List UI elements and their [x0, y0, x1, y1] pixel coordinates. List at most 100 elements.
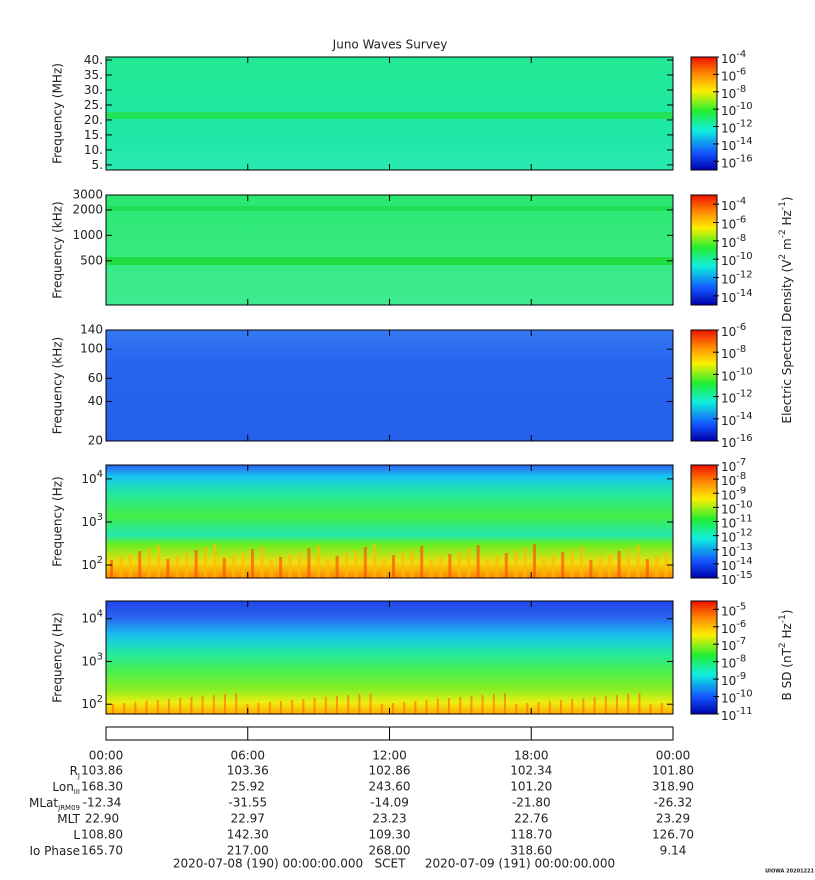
streak: [504, 693, 506, 714]
ephemeris-label-base: R: [70, 764, 78, 778]
y-tick-label-base: 5.: [92, 157, 103, 171]
colorbar-tick-label: 10-4: [721, 49, 746, 66]
ephemeris-label-sub: JRM09: [57, 804, 80, 812]
colorbar-tick-label-base: 10: [721, 558, 736, 572]
colorbar-tick-label-exponent: -9: [736, 485, 746, 496]
streak: [410, 549, 414, 578]
streak: [123, 703, 126, 714]
colorbar-tick-label-exponent: -12: [736, 528, 752, 539]
colorbar-tick-label-base: 10: [721, 86, 736, 100]
streak: [481, 695, 484, 714]
streak: [571, 699, 574, 714]
streak: [660, 703, 663, 714]
colorbar-tick-label-base: 10: [721, 369, 736, 383]
ephemeris-label-base: Io Phase: [29, 844, 80, 858]
colorbar-tick-label-exponent: -14: [736, 136, 752, 147]
streak: [560, 700, 562, 714]
start-time: 2020-07-08 (190) 00:00:00.000: [173, 857, 363, 871]
streak: [655, 556, 659, 578]
ephemeris-value: 243.60: [369, 780, 411, 794]
streak: [307, 548, 311, 578]
streak: [134, 702, 137, 714]
colorbar-tick-label-exponent: -16: [736, 153, 752, 164]
streak: [459, 697, 462, 714]
colorbar-tick-label-exponent: -6: [736, 322, 746, 333]
colorbar: [691, 465, 717, 578]
y-tick-label: 102: [81, 694, 103, 711]
ephemeris-value: -31.55: [228, 796, 267, 810]
y-tick-label: 30.: [84, 82, 103, 96]
colorbar-tick-label-exponent: -10: [736, 366, 752, 377]
ephemeris-value: 126.70: [652, 828, 694, 842]
title-part: Hz: [780, 623, 794, 642]
streak: [147, 548, 151, 578]
ephemeris-label: RJ: [70, 764, 80, 781]
streak: [345, 553, 348, 578]
streak: [369, 693, 372, 714]
y-tick-label-base: 10: [81, 697, 96, 711]
y-tick-label: 500: [80, 253, 103, 267]
emission-band: [106, 257, 673, 265]
colorbar-tick-label-base: 10: [721, 138, 736, 152]
spectrogram: [106, 465, 673, 578]
streak: [448, 554, 452, 578]
streak: [194, 550, 198, 578]
streak: [649, 704, 652, 714]
ephemeris-value: 23.23: [372, 812, 406, 826]
y-axis-label: Frequency (MHz): [51, 63, 65, 164]
ephemeris-label: LonIII: [52, 780, 80, 797]
colorbar-tick-label: 10-12: [721, 270, 753, 287]
colorbar-tick-label-base: 10: [721, 235, 736, 249]
colorbar-tick-label-base: 10: [721, 347, 736, 361]
colorbar-tick-label-base: 10: [721, 436, 736, 450]
y-tick-label-base: 10: [81, 654, 96, 668]
streak: [324, 697, 327, 714]
streak: [439, 557, 442, 578]
ephemeris-value: 25.92: [231, 780, 265, 794]
colorbar-tick-label-base: 10: [721, 199, 736, 213]
y-tick-label: 103: [81, 512, 103, 529]
ephemeris-value: 103.86: [81, 764, 123, 778]
colorbar-tick-label-exponent: -14: [736, 556, 752, 567]
streak: [222, 558, 226, 578]
colorbar-tick-label-base: 10: [721, 639, 736, 653]
y-tick-label: 40.: [84, 52, 103, 66]
colorbar-tick-label: 10-15: [721, 570, 753, 587]
y-axis-label: Frequency (Hz): [51, 612, 65, 703]
colorbar-tick-label-base: 10: [721, 104, 736, 118]
spectrogram: [106, 195, 673, 305]
y-tick-label: 35.: [84, 67, 103, 81]
ephemeris-value: 142.30: [227, 828, 269, 842]
streak: [166, 559, 170, 578]
streak: [627, 548, 630, 578]
credit: UIOWA 20201221: [765, 869, 814, 875]
colorbar-tick-label-base: 10: [721, 502, 736, 516]
streak: [138, 551, 142, 578]
streak: [145, 701, 148, 714]
time-label: 00:00: [656, 749, 691, 763]
y-tick-label-base: 15.: [84, 127, 103, 141]
y-tick-label: 20.: [84, 112, 103, 126]
colorbar-tick-label: 10-9: [721, 485, 746, 502]
streak: [561, 552, 565, 578]
streak: [380, 704, 383, 714]
colorbar-tick-label-exponent: -8: [736, 233, 746, 244]
ephemeris-label: MLT: [57, 812, 80, 826]
streak: [604, 696, 607, 714]
title-part: ): [780, 610, 794, 615]
colorbar-tick-label-exponent: -12: [736, 119, 752, 130]
streak: [157, 545, 160, 578]
y-tick-label-exponent: 2: [97, 555, 103, 566]
streak: [112, 704, 114, 714]
colorbar-frame: [690, 194, 718, 306]
colorbar-tick-label-exponent: -7: [736, 636, 746, 647]
y-tick-label: 25.: [84, 97, 103, 111]
streak: [326, 559, 330, 578]
colorbar-tick-label-base: 10: [721, 413, 736, 427]
colorbar-tick-label-base: 10: [721, 691, 736, 705]
streak: [515, 704, 518, 714]
ephemeris-value: 217.00: [227, 844, 269, 858]
streak: [128, 554, 132, 578]
colorbar-tick-label-base: 10: [721, 254, 736, 268]
ephemeris-value: -21.80: [512, 796, 551, 810]
